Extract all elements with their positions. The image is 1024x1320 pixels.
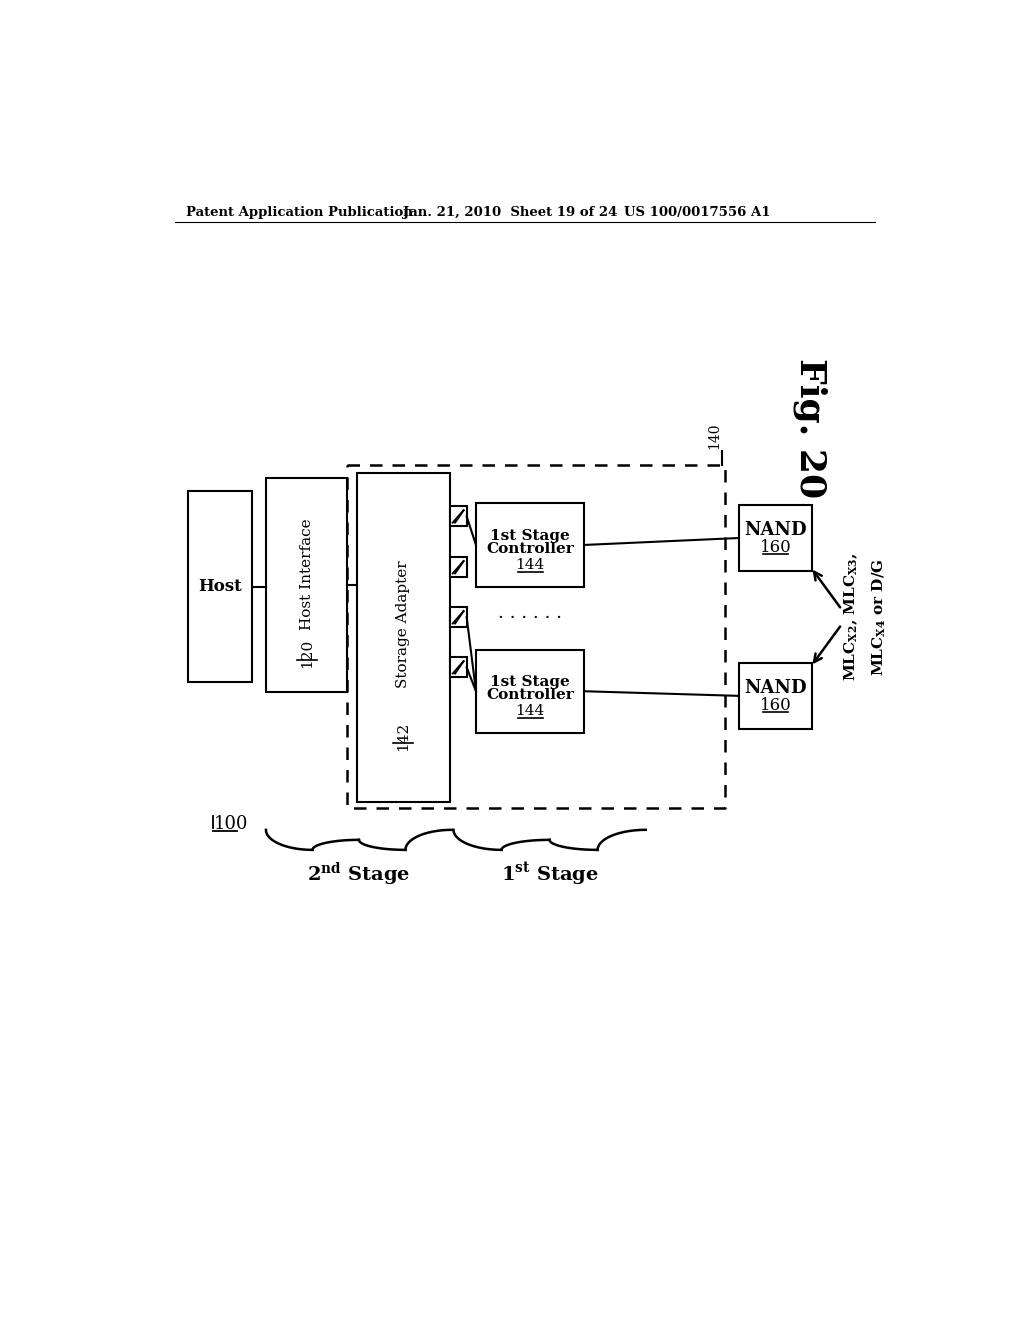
- Text: 160: 160: [760, 697, 792, 714]
- Text: NAND: NAND: [744, 521, 807, 540]
- Bar: [450, 607, 467, 627]
- Text: 144: 144: [516, 705, 545, 718]
- Text: 144: 144: [516, 558, 545, 572]
- Bar: [356, 473, 450, 803]
- Text: Controller: Controller: [486, 688, 574, 702]
- Text: MLC$_{\mathregular{X2}}$, MLC$_{\mathregular{X3}}$,
MLC$_{\mathregular{X4}}$ or : MLC$_{\mathregular{X2}}$, MLC$_{\mathreg…: [842, 553, 888, 681]
- Text: NAND: NAND: [744, 680, 807, 697]
- Text: 1$^{\mathregular{st}}$ Stage: 1$^{\mathregular{st}}$ Stage: [501, 861, 598, 888]
- Text: Host Interface: Host Interface: [300, 519, 313, 630]
- Bar: [738, 506, 812, 572]
- Text: 142: 142: [396, 722, 411, 751]
- Bar: [476, 503, 585, 586]
- Text: Host: Host: [199, 578, 242, 595]
- Text: Jan. 21, 2010  Sheet 19 of 24: Jan. 21, 2010 Sheet 19 of 24: [403, 206, 617, 219]
- Text: Patent Application Publication: Patent Application Publication: [186, 206, 413, 219]
- Text: Controller: Controller: [486, 541, 574, 556]
- Text: 1st Stage: 1st Stage: [490, 529, 570, 543]
- Bar: [738, 663, 812, 729]
- Text: Fig. 20: Fig. 20: [793, 358, 827, 498]
- Text: US 100/0017556 A1: US 100/0017556 A1: [624, 206, 770, 219]
- Bar: [476, 649, 585, 733]
- Text: 100: 100: [213, 814, 248, 833]
- Bar: [450, 557, 467, 577]
- Text: 2$^{\mathregular{nd}}$ Stage: 2$^{\mathregular{nd}}$ Stage: [307, 861, 411, 888]
- Text: 1st Stage: 1st Stage: [490, 675, 570, 689]
- Text: 120: 120: [300, 639, 313, 668]
- Text: 140: 140: [708, 422, 722, 449]
- Bar: [450, 657, 467, 677]
- Text: . . . . . .: . . . . . .: [499, 603, 562, 622]
- Bar: [266, 478, 347, 692]
- Text: Storage Adapter: Storage Adapter: [396, 561, 411, 688]
- Text: 160: 160: [760, 539, 792, 556]
- Bar: [188, 491, 252, 682]
- Bar: [450, 507, 467, 527]
